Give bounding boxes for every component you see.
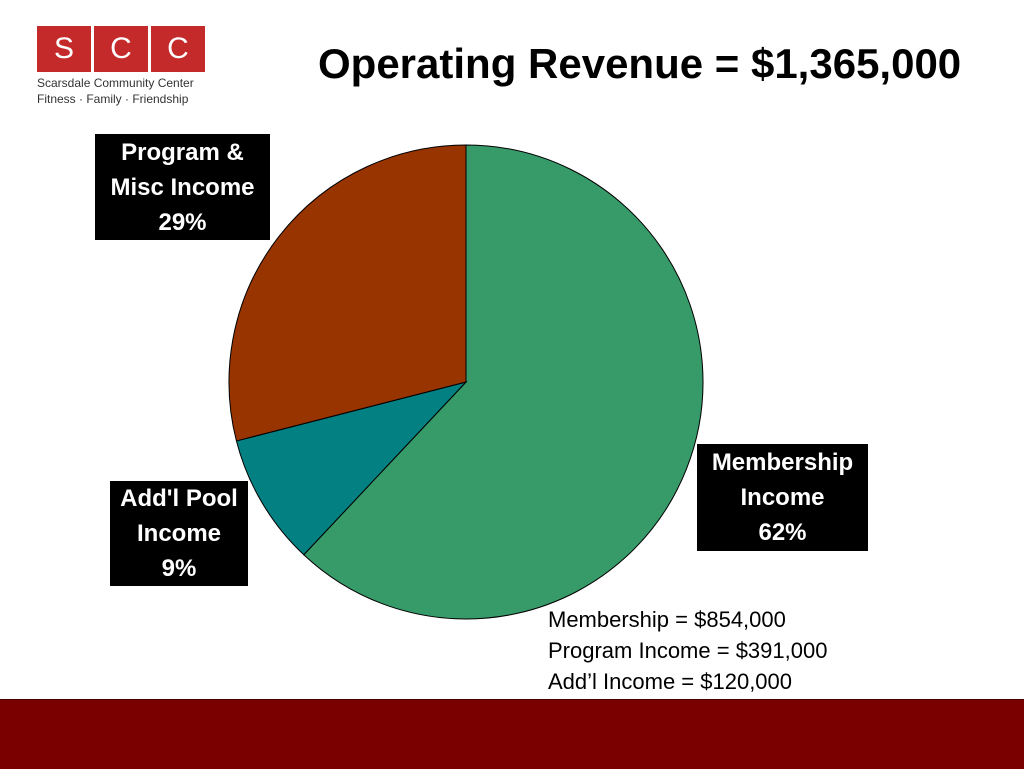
slice-label-line: Misc Income <box>110 173 255 201</box>
breakdown-addl: Add’l Income = $120,000 <box>548 669 793 694</box>
page-title: Operating Revenue = $1,365,000 <box>318 40 962 87</box>
logo-letter-c2: C <box>151 26 205 72</box>
logo-letter-c1: C <box>94 26 148 72</box>
slice-label-percent: 9% <box>161 555 197 582</box>
pie-slice-pool <box>235 381 468 556</box>
pie-slice-membership <box>303 144 704 620</box>
footer-bar <box>0 699 1024 769</box>
logo-tagline: Fitness · Family · Friendship <box>37 92 189 106</box>
slice-label-percent: 29% <box>158 208 207 236</box>
slice-label-program-misc-income: Program & Misc Income 29% <box>95 134 270 240</box>
slice-label-line: Income <box>740 484 825 511</box>
slice-label-pool-income: Add'l Pool Income 9% <box>110 481 248 586</box>
breakdown-program: Program Income = $391,000 <box>548 638 828 663</box>
pie-slice-program <box>228 144 467 442</box>
logo-letter-s: S <box>37 26 91 72</box>
slice-label-line: Membership <box>711 449 854 476</box>
slice-label-line: Program & <box>121 138 244 166</box>
slice-label-membership-income: Membership Income 62% <box>697 444 868 551</box>
slice-label-line: Income <box>136 520 222 547</box>
scc-logo: S C C Scarsdale Community Center Fitness… <box>37 26 217 106</box>
logo-organization-name: Scarsdale Community Center <box>37 76 194 90</box>
slice-label-line: Add'l Pool <box>120 485 238 512</box>
revenue-breakdown: Membership = $854,000 Program Income = $… <box>548 604 827 697</box>
breakdown-membership: Membership = $854,000 <box>548 607 786 632</box>
logo-letter-boxes: S C C <box>37 26 217 72</box>
slice-label-percent: 62% <box>758 519 807 546</box>
